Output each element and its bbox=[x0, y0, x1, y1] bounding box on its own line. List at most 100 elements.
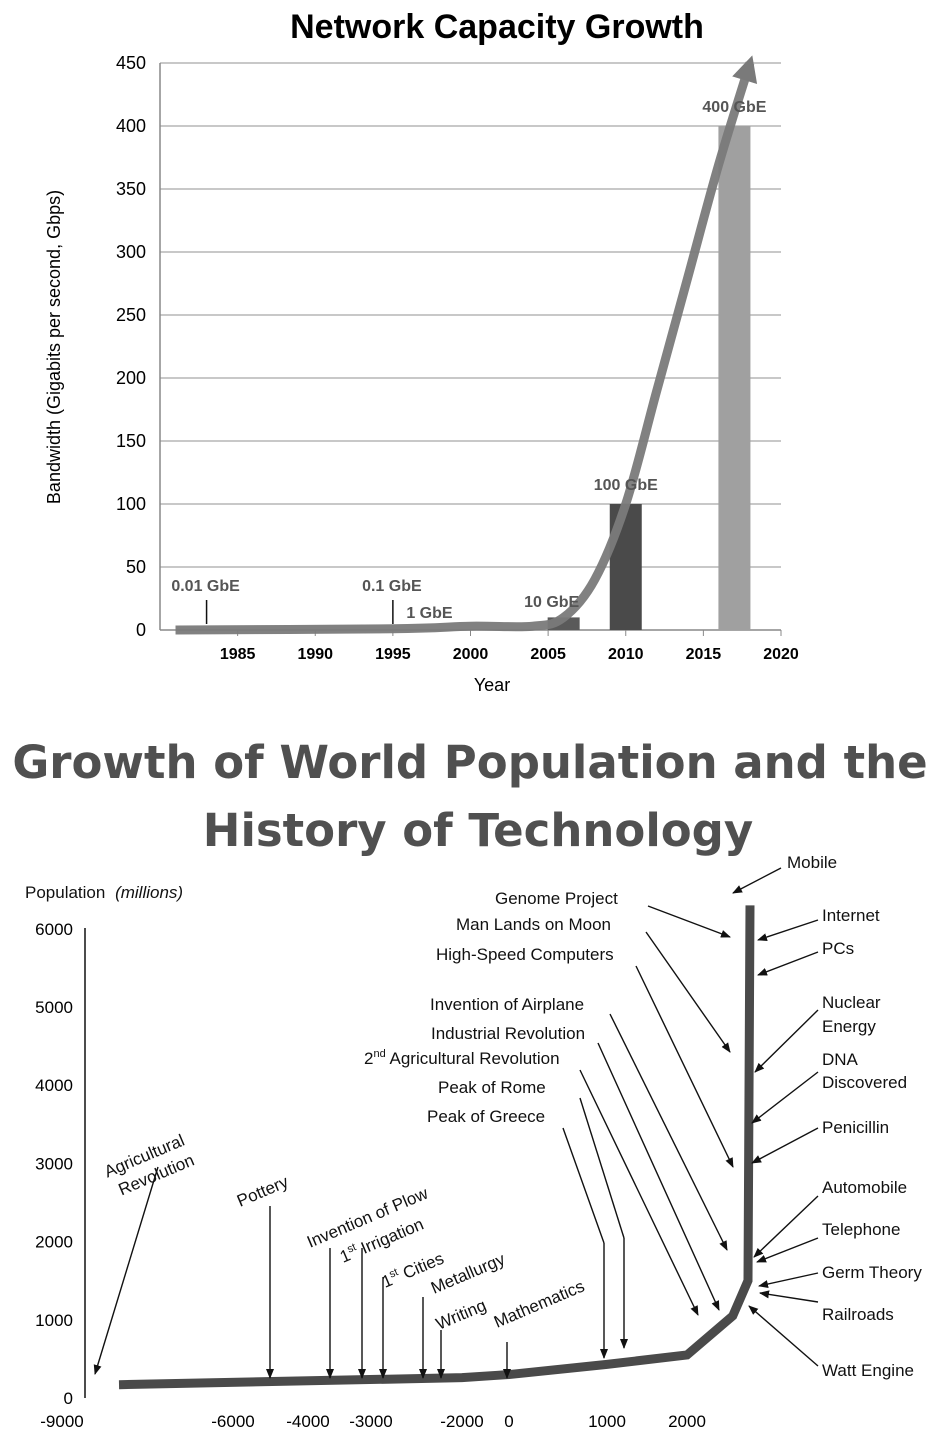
event-mobile: Mobile bbox=[787, 853, 837, 872]
chart1-bar-label: 100 GbE bbox=[594, 477, 658, 494]
chart2-y-tick-label: 0 bbox=[64, 1389, 73, 1408]
chart2-event-arrow bbox=[579, 1097, 625, 1239]
chart2-x-tick-label: 2000 bbox=[668, 1412, 706, 1431]
event-nuclear-energy-line1: Nuclear bbox=[822, 993, 881, 1012]
chart2-event-arrow bbox=[609, 1013, 728, 1251]
chart2-title-line1: Growth of World Population and the bbox=[12, 736, 927, 789]
chart2-x-tick-label: 0 bbox=[504, 1412, 513, 1431]
world-population-chart: Growth of World Population and the Histo… bbox=[12, 736, 927, 1431]
chart1-y-tick-label: 250 bbox=[116, 305, 146, 325]
chart1-bar-label: 10 GbE bbox=[524, 594, 579, 611]
chart2-event-arrow bbox=[635, 965, 734, 1168]
chart1-bar-label: 0.01 GbE bbox=[171, 578, 240, 595]
chart1-y-tick-label: 50 bbox=[126, 557, 146, 577]
event-mathematics: Mathematics bbox=[491, 1277, 587, 1332]
chart1-x-tick-label: 1995 bbox=[375, 646, 411, 663]
chart1-x-tick-label: 2020 bbox=[763, 646, 799, 663]
chart1-title: Network Capacity Growth bbox=[290, 8, 704, 46]
event-telephone: Telephone bbox=[822, 1220, 900, 1239]
chart2-event-arrow bbox=[93, 1166, 159, 1375]
chart2-population-line bbox=[118, 905, 755, 1390]
chart1-bar bbox=[718, 126, 751, 630]
event-genome-project: Genome Project bbox=[495, 889, 618, 908]
chart2-event-arrow bbox=[647, 905, 731, 938]
chart2-event-arrow bbox=[562, 1127, 605, 1244]
chart1-x-tick-label: 2010 bbox=[608, 646, 644, 663]
chart2-x-tick-label: -3000 bbox=[349, 1412, 392, 1431]
chart1-y-tick-label: 100 bbox=[116, 494, 146, 514]
chart1-x-tick-label: 1990 bbox=[297, 646, 333, 663]
event-invention-of-airplane: Invention of Airplane bbox=[430, 995, 584, 1014]
agri2-text: Agricultural Revolution bbox=[386, 1049, 560, 1068]
chart2-y-tick-label: 6000 bbox=[35, 920, 73, 939]
chart1-y-tick-label: 300 bbox=[116, 242, 146, 262]
event-penicillin: Penicillin bbox=[822, 1118, 889, 1137]
chart2-event-arrow bbox=[732, 867, 782, 894]
event-watt-engine: Watt Engine bbox=[822, 1361, 914, 1380]
event-dna-line1: DNA bbox=[822, 1050, 859, 1069]
chart2-x-tick-label: -2000 bbox=[440, 1412, 483, 1431]
chart2-title-line2: History of Technology bbox=[203, 804, 753, 857]
chart1-trend-arrowhead bbox=[732, 55, 758, 85]
event-railroads: Railroads bbox=[822, 1305, 894, 1324]
chart1-x-tick-label: 1985 bbox=[220, 646, 256, 663]
chart2-event-arrow bbox=[758, 1272, 819, 1288]
chart2-y-tick-label: 1000 bbox=[35, 1311, 73, 1330]
agri2-sup: nd bbox=[373, 1048, 385, 1060]
event-peak-of-greece: Peak of Greece bbox=[427, 1107, 545, 1126]
chart2-event-arrow bbox=[759, 1290, 819, 1303]
chart1-x-tick-label: 2005 bbox=[530, 646, 566, 663]
chart1-bar-label: 0.1 GbE bbox=[362, 578, 422, 595]
chart2-y-axis-label-text: Population bbox=[25, 883, 105, 902]
chart1-y-ticks: 0 50 100 150 200 250 300 350 400 450 bbox=[116, 53, 146, 640]
network-capacity-chart: Network Capacity Growth 0 50 100 150 200 250 3… bbox=[44, 8, 799, 695]
chart1-y-tick-label: 150 bbox=[116, 431, 146, 451]
chart1-y-axis-label: Bandwidth (Gigabits per second, Gbps) bbox=[44, 190, 64, 504]
chart2-event-arrow bbox=[645, 931, 731, 1053]
chart2-y-axis-unit: (millions) bbox=[115, 883, 183, 902]
chart2-event-arrow bbox=[756, 1237, 819, 1263]
chart1-x-tick-label: 2000 bbox=[453, 646, 489, 663]
chart1-bar-label: 400 GbE bbox=[702, 99, 766, 116]
chart1-bar-labels: 0.01 GbE 0.1 GbE 1 GbE 10 GbE 100 GbE 400 GbE bbox=[171, 99, 767, 624]
event-high-speed-computers: High-Speed Computers bbox=[436, 945, 614, 964]
chart2-x-tick-label: 1000 bbox=[588, 1412, 626, 1431]
chart2-x-tick-label: -9000 bbox=[40, 1412, 83, 1431]
event-industrial-revolution: Industrial Revolution bbox=[431, 1024, 585, 1043]
chart2-event-arrows bbox=[93, 867, 819, 1379]
chart2-x-ticks: -9000 -6000 -4000 -3000 -2000 0 1000 2000 bbox=[40, 1412, 706, 1431]
chart2-event-arrow bbox=[757, 919, 819, 941]
chart2-x-tick-label: -6000 bbox=[211, 1412, 254, 1431]
chart1-y-tick-label: 0 bbox=[136, 620, 146, 640]
chart1-x-axis-label: Year bbox=[474, 675, 510, 695]
event-automobile: Automobile bbox=[822, 1178, 907, 1197]
event-man-lands-on-moon: Man Lands on Moon bbox=[456, 915, 611, 934]
chart2-y-axis-label: Population (millions) bbox=[25, 883, 183, 902]
chart1-bars bbox=[547, 126, 751, 630]
chart2-y-tick-label: 3000 bbox=[35, 1154, 73, 1173]
chart1-y-tick-label: 350 bbox=[116, 179, 146, 199]
event-germ-theory: Germ Theory bbox=[822, 1263, 922, 1282]
event-peak-of-rome: Peak of Rome bbox=[438, 1078, 546, 1097]
chart1-trend-curve bbox=[175, 55, 758, 635]
chart2-y-tick-label: 5000 bbox=[35, 998, 73, 1017]
event-pottery: Pottery bbox=[234, 1172, 291, 1211]
chart1-x-ticks: 1985 1990 1995 2000 2005 2010 2015 2020 bbox=[220, 630, 799, 663]
chart1-x-tick-label: 2015 bbox=[686, 646, 722, 663]
event-pcs: PCs bbox=[822, 939, 854, 958]
chart1-gridlines bbox=[160, 62, 781, 568]
chart2-y-ticks: 0 1000 2000 3000 4000 5000 6000 bbox=[35, 920, 73, 1408]
chart2-event-arrow bbox=[754, 1009, 819, 1073]
chart2-event-arrow bbox=[757, 951, 819, 976]
chart2-event-arrow bbox=[748, 1305, 819, 1367]
chart2-event-arrow bbox=[751, 1071, 819, 1124]
chart2-event-arrow bbox=[751, 1127, 819, 1164]
chart1-trend-line bbox=[175, 61, 755, 635]
chart1-y-tick-label: 400 bbox=[116, 116, 146, 136]
chart1-y-tick-label: 450 bbox=[116, 53, 146, 73]
agri2-prefix: 2 bbox=[364, 1049, 373, 1068]
chart2-x-tick-label: -4000 bbox=[286, 1412, 329, 1431]
event-writing: Writing bbox=[433, 1296, 489, 1334]
chart2-y-tick-label: 2000 bbox=[35, 1233, 73, 1252]
